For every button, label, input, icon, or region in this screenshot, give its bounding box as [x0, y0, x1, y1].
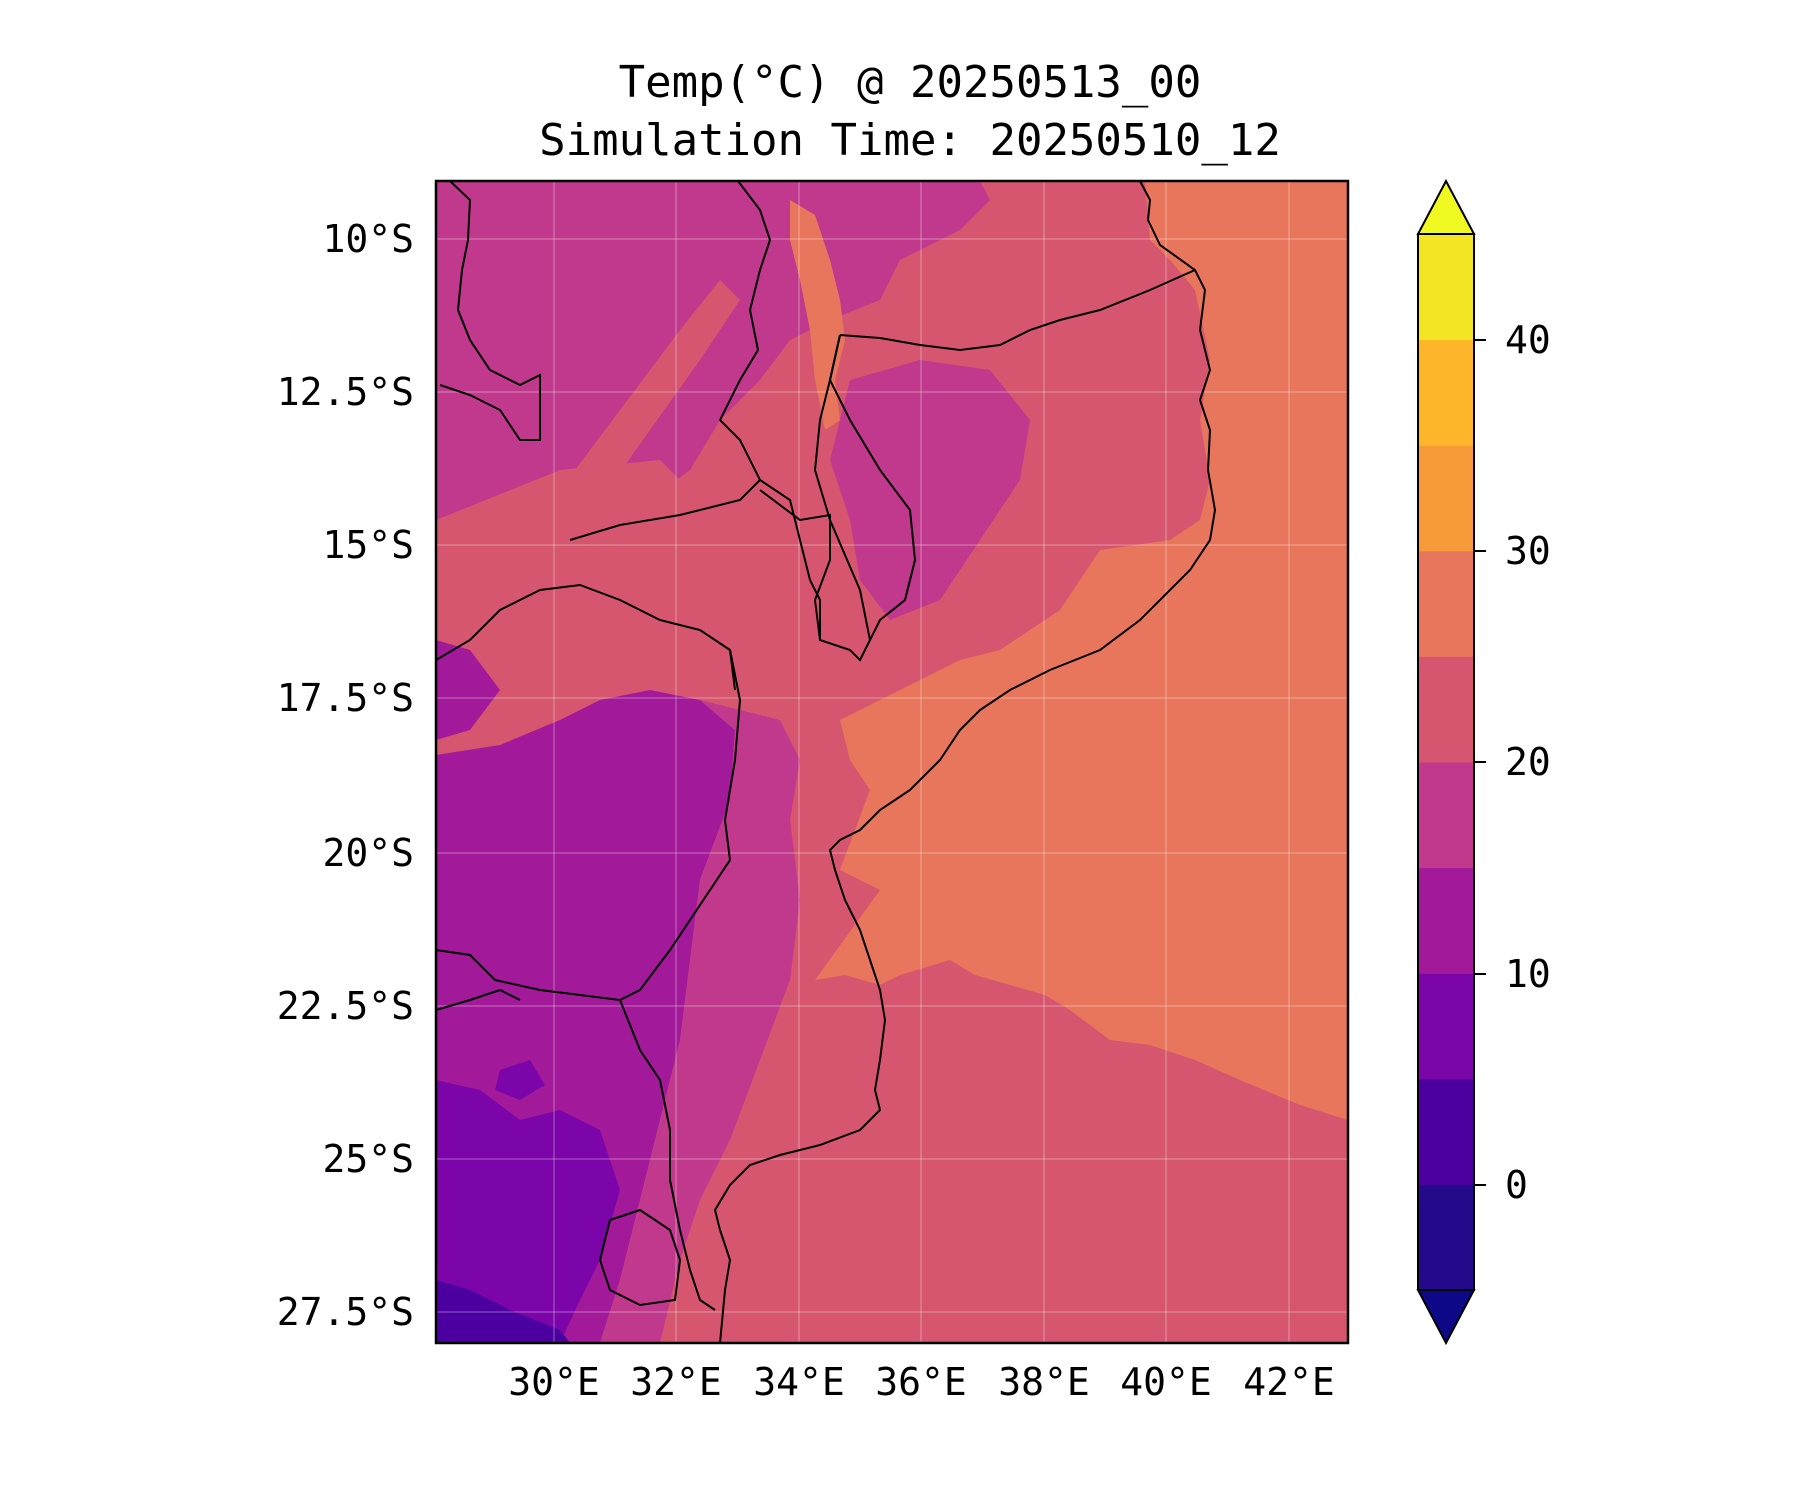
colorbar-tick-label: 0	[1505, 1163, 1528, 1207]
lon-tick-label: 30°E	[508, 1360, 600, 1404]
land-cold-patch-2	[495, 1060, 545, 1100]
land-mid-north	[436, 181, 990, 560]
lat-tick-label: 22.5°S	[277, 984, 414, 1028]
colorbar-band	[1418, 656, 1474, 763]
colorbar-tick-label: 40	[1505, 318, 1551, 362]
lat-tick-label: 17.5°S	[277, 676, 414, 720]
colorbar-extend-low	[1416, 1289, 1476, 1346]
colorbar-ticks	[1474, 339, 1486, 1186]
colorbar-tick-label: 30	[1505, 529, 1551, 573]
lon-tick-label: 38°E	[998, 1360, 1090, 1404]
land-cold-patch-3	[436, 1280, 570, 1343]
lat-tick-label: 27.5°S	[277, 1290, 414, 1334]
lon-tick-label: 40°E	[1120, 1360, 1212, 1404]
colorbar-band	[1418, 762, 1474, 869]
colorbar-tick-label: 20	[1505, 740, 1551, 784]
lon-tick-label: 32°E	[630, 1360, 722, 1404]
lat-tick-label: 12.5°S	[277, 370, 414, 414]
title-line-1: Temp(°C) @ 20250513_00	[619, 57, 1202, 108]
border-zambia-mozambique	[569, 479, 831, 641]
land-mid-south	[600, 700, 800, 1343]
colorbar-band	[1418, 1078, 1474, 1185]
colorbar-band	[1418, 234, 1474, 341]
longitude-axis: 30°E 32°E 34°E 36°E 38°E 40°E 42°E	[508, 1360, 1335, 1404]
lon-tick-label: 36°E	[875, 1360, 967, 1404]
border-zambia-zimbabwe	[436, 583, 736, 691]
lat-tick-label: 15°S	[322, 523, 414, 567]
ocean-warm-region	[815, 181, 1348, 1120]
border-zimbabwe-mozambique	[619, 649, 742, 1001]
colorbar-band	[1418, 550, 1474, 657]
border-malawi-east	[828, 334, 917, 641]
colorbar-band	[1418, 867, 1474, 974]
colorbar-band	[1418, 445, 1474, 552]
lat-tick-label: 20°S	[322, 831, 414, 875]
border-malawi-lake	[718, 181, 872, 662]
colorbar-bands	[1418, 234, 1474, 1291]
land-cool-west	[436, 640, 500, 740]
border-northwest	[439, 181, 541, 441]
gridlines	[436, 181, 1348, 1343]
border-south	[436, 949, 716, 1311]
colorbar-band	[1418, 1184, 1474, 1291]
land-warm-ridge-2	[436, 460, 700, 580]
land-cold-southwest	[436, 1080, 620, 1343]
borders	[436, 181, 1217, 1343]
map-frame	[434, 179, 1350, 1345]
lat-tick-label: 10°S	[322, 217, 414, 261]
colorbar: 0 10 20 30 40	[1416, 178, 1551, 1346]
colorbar-extend-high	[1416, 178, 1476, 235]
land-mid-central	[830, 360, 1030, 620]
coastline	[713, 181, 1217, 1343]
colorbar-band	[1418, 339, 1474, 446]
colorbar-tick-label: 10	[1505, 952, 1551, 996]
latitude-axis: 10°S 12.5°S 15°S 17.5°S 20°S 22.5°S 25°S…	[277, 217, 414, 1334]
lon-tick-label: 34°E	[753, 1360, 845, 1404]
border-botswana	[436, 988, 521, 1011]
border-eswatini	[598, 1208, 682, 1307]
lon-tick-label: 42°E	[1243, 1360, 1335, 1404]
map-panel	[436, 181, 1348, 1343]
border-malawi-north	[839, 269, 1196, 352]
colorbar-band	[1418, 973, 1474, 1080]
lat-tick-label: 25°S	[322, 1137, 414, 1181]
title-line-2: Simulation Time: 20250510_12	[539, 115, 1281, 166]
land-warm-ridge-1	[560, 280, 740, 500]
